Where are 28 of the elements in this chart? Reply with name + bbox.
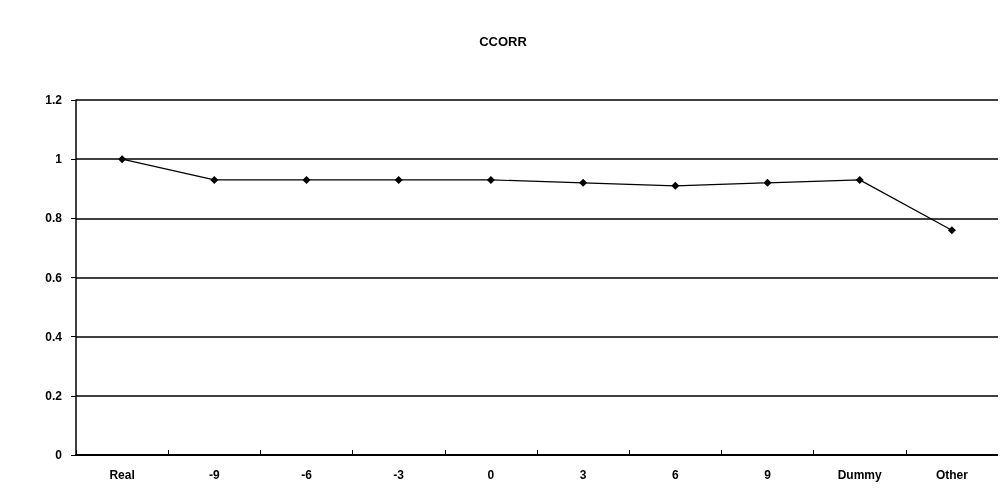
y-tick-label: 0 [55,448,63,462]
x-tick-label: 9 [764,468,772,482]
x-tick-label: 0 [487,468,495,482]
x-tick-label: 3 [579,468,587,482]
chart-title: CCORR [479,34,528,49]
x-tick-label: 6 [671,468,679,482]
point [302,175,311,184]
x-tick-label: -6 [301,468,313,482]
point [947,226,956,235]
x-tick-label: Other [935,468,969,482]
point [671,181,680,190]
point [763,178,772,187]
y-tick-label: 0.6 [45,270,63,285]
point [855,175,864,184]
x-tick-label: -9 [208,468,220,482]
point [486,175,495,184]
y-tick-label: 1 [55,152,63,167]
y-tick-label: 0.4 [45,329,63,344]
point [579,178,588,187]
x-tick-label: Dummy [837,468,883,482]
x-tick-label: Real [109,468,135,482]
y-tick-label: 0.2 [45,388,63,403]
y-tick-label: 0.8 [45,211,63,226]
x-tick-label: -3 [393,468,405,482]
point [118,155,127,164]
point [394,175,403,184]
y-tick-label: 1.2 [45,93,63,107]
point [210,175,219,184]
